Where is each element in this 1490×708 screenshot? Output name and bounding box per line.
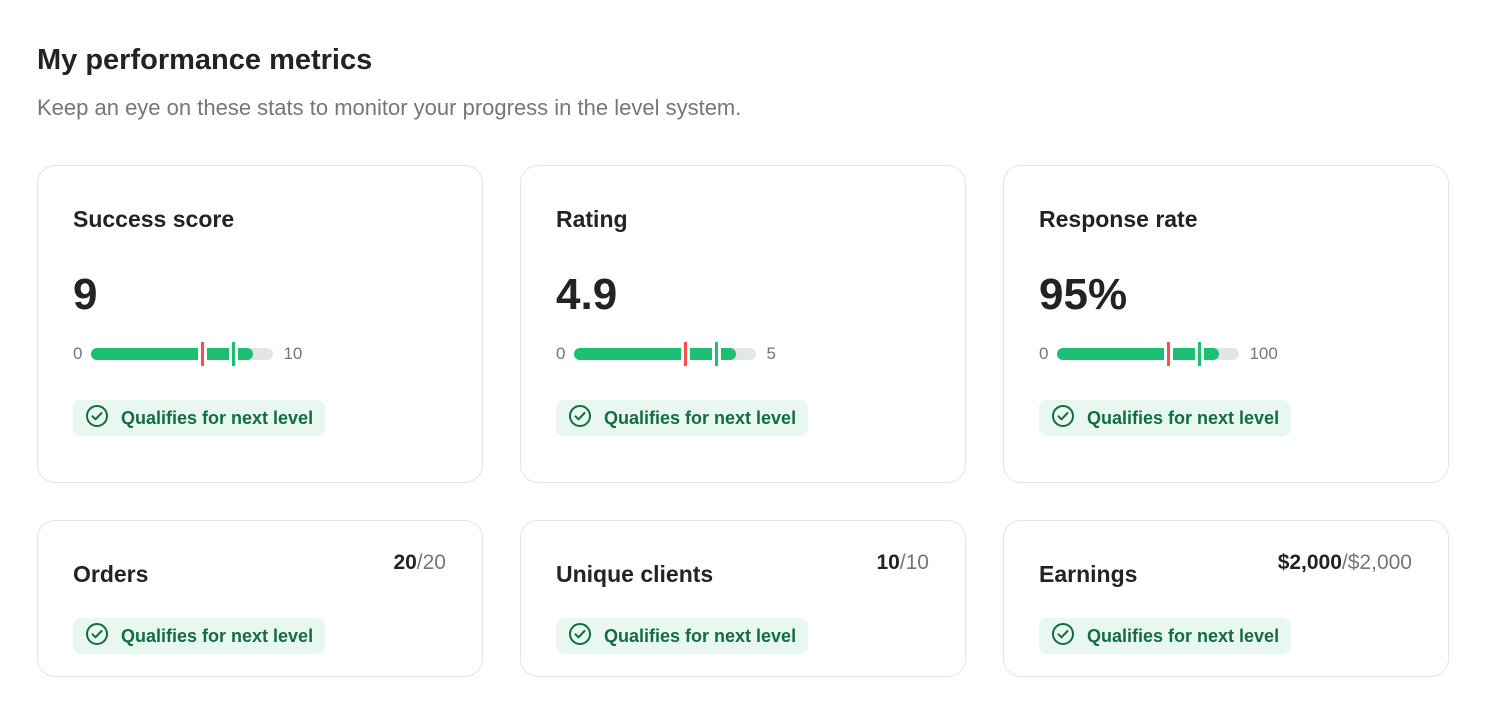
badge-label: Qualifies for next level — [1087, 407, 1280, 428]
metric-card: Response rate 95% 0 100 Qualifies for ne… — [1003, 165, 1449, 483]
max-label: 100 — [1249, 344, 1278, 363]
progress-bar — [574, 342, 757, 366]
count-target: /20 — [416, 551, 446, 574]
progress-row: 0 100 — [1039, 342, 1278, 366]
progress-bar — [1057, 342, 1240, 366]
badge-label: Qualifies for next level — [604, 407, 797, 428]
badge-label: Qualifies for next level — [121, 625, 314, 646]
next-level-marker — [1197, 342, 1201, 366]
count-card: Earnings $2,000/$2,000 Qualifies for nex… — [1003, 520, 1449, 677]
progress-row: 0 10 — [73, 342, 303, 366]
count-current: $2,000 — [1277, 551, 1342, 574]
qualifies-badge: Qualifies for next level — [556, 400, 809, 436]
metric-title: Response rate — [1039, 206, 1198, 232]
metric-title: Rating — [556, 206, 628, 232]
qualifies-badge: Qualifies for next level — [73, 618, 326, 654]
min-label: 0 — [556, 344, 566, 363]
count-target: /10 — [899, 551, 929, 574]
progress-bar — [91, 342, 274, 366]
progress-fill — [91, 348, 254, 360]
min-label: 0 — [73, 344, 83, 363]
count-title: Earnings — [1039, 561, 1138, 587]
qualifies-badge: Qualifies for next level — [556, 618, 809, 654]
count-card: Orders 20/20 Qualifies for next level — [37, 520, 483, 677]
check-circle-icon — [568, 404, 592, 433]
count-current: 20 — [393, 551, 417, 574]
qualifies-badge: Qualifies for next level — [1039, 618, 1292, 654]
count-current: 10 — [876, 551, 900, 574]
page-title: My performance metrics — [37, 44, 373, 76]
progress-fill — [1057, 348, 1220, 360]
count-ratio: 20/20 — [393, 551, 446, 575]
qualifies-badge: Qualifies for next level — [73, 400, 326, 436]
next-level-marker — [714, 342, 718, 366]
badge-label: Qualifies for next level — [604, 625, 797, 646]
current-level-marker — [200, 342, 204, 366]
check-circle-icon — [85, 622, 109, 651]
current-level-marker — [683, 342, 687, 366]
check-circle-icon — [1051, 404, 1075, 433]
metric-title: Success score — [73, 206, 235, 232]
count-target: /$2,000 — [1341, 551, 1412, 574]
count-title: Orders — [73, 561, 149, 587]
metric-value: 95% — [1039, 270, 1128, 319]
progress-fill — [574, 348, 737, 360]
metric-value: 9 — [73, 270, 98, 319]
page-subtitle: Keep an eye on these stats to monitor yo… — [37, 95, 742, 120]
max-label: 5 — [766, 344, 776, 363]
badge-label: Qualifies for next level — [121, 407, 314, 428]
progress-row: 0 5 — [556, 342, 776, 366]
current-level-marker — [1166, 342, 1170, 366]
count-ratio: 10/10 — [876, 551, 929, 575]
min-label: 0 — [1039, 344, 1049, 363]
metric-card: Rating 4.9 0 5 Qualifies for next level — [520, 165, 966, 483]
next-level-marker — [231, 342, 235, 366]
metric-card: Success score 9 0 10 Qualifies for next … — [37, 165, 483, 483]
count-title: Unique clients — [556, 561, 714, 587]
count-ratio: $2,000/$2,000 — [1278, 551, 1412, 575]
check-circle-icon — [568, 622, 592, 651]
badge-label: Qualifies for next level — [1087, 625, 1280, 646]
qualifies-badge: Qualifies for next level — [1039, 400, 1292, 436]
count-card: Unique clients 10/10 Qualifies for next … — [520, 520, 966, 677]
max-label: 10 — [283, 344, 303, 363]
check-circle-icon — [85, 404, 109, 433]
check-circle-icon — [1051, 622, 1075, 651]
metric-value: 4.9 — [556, 270, 618, 319]
